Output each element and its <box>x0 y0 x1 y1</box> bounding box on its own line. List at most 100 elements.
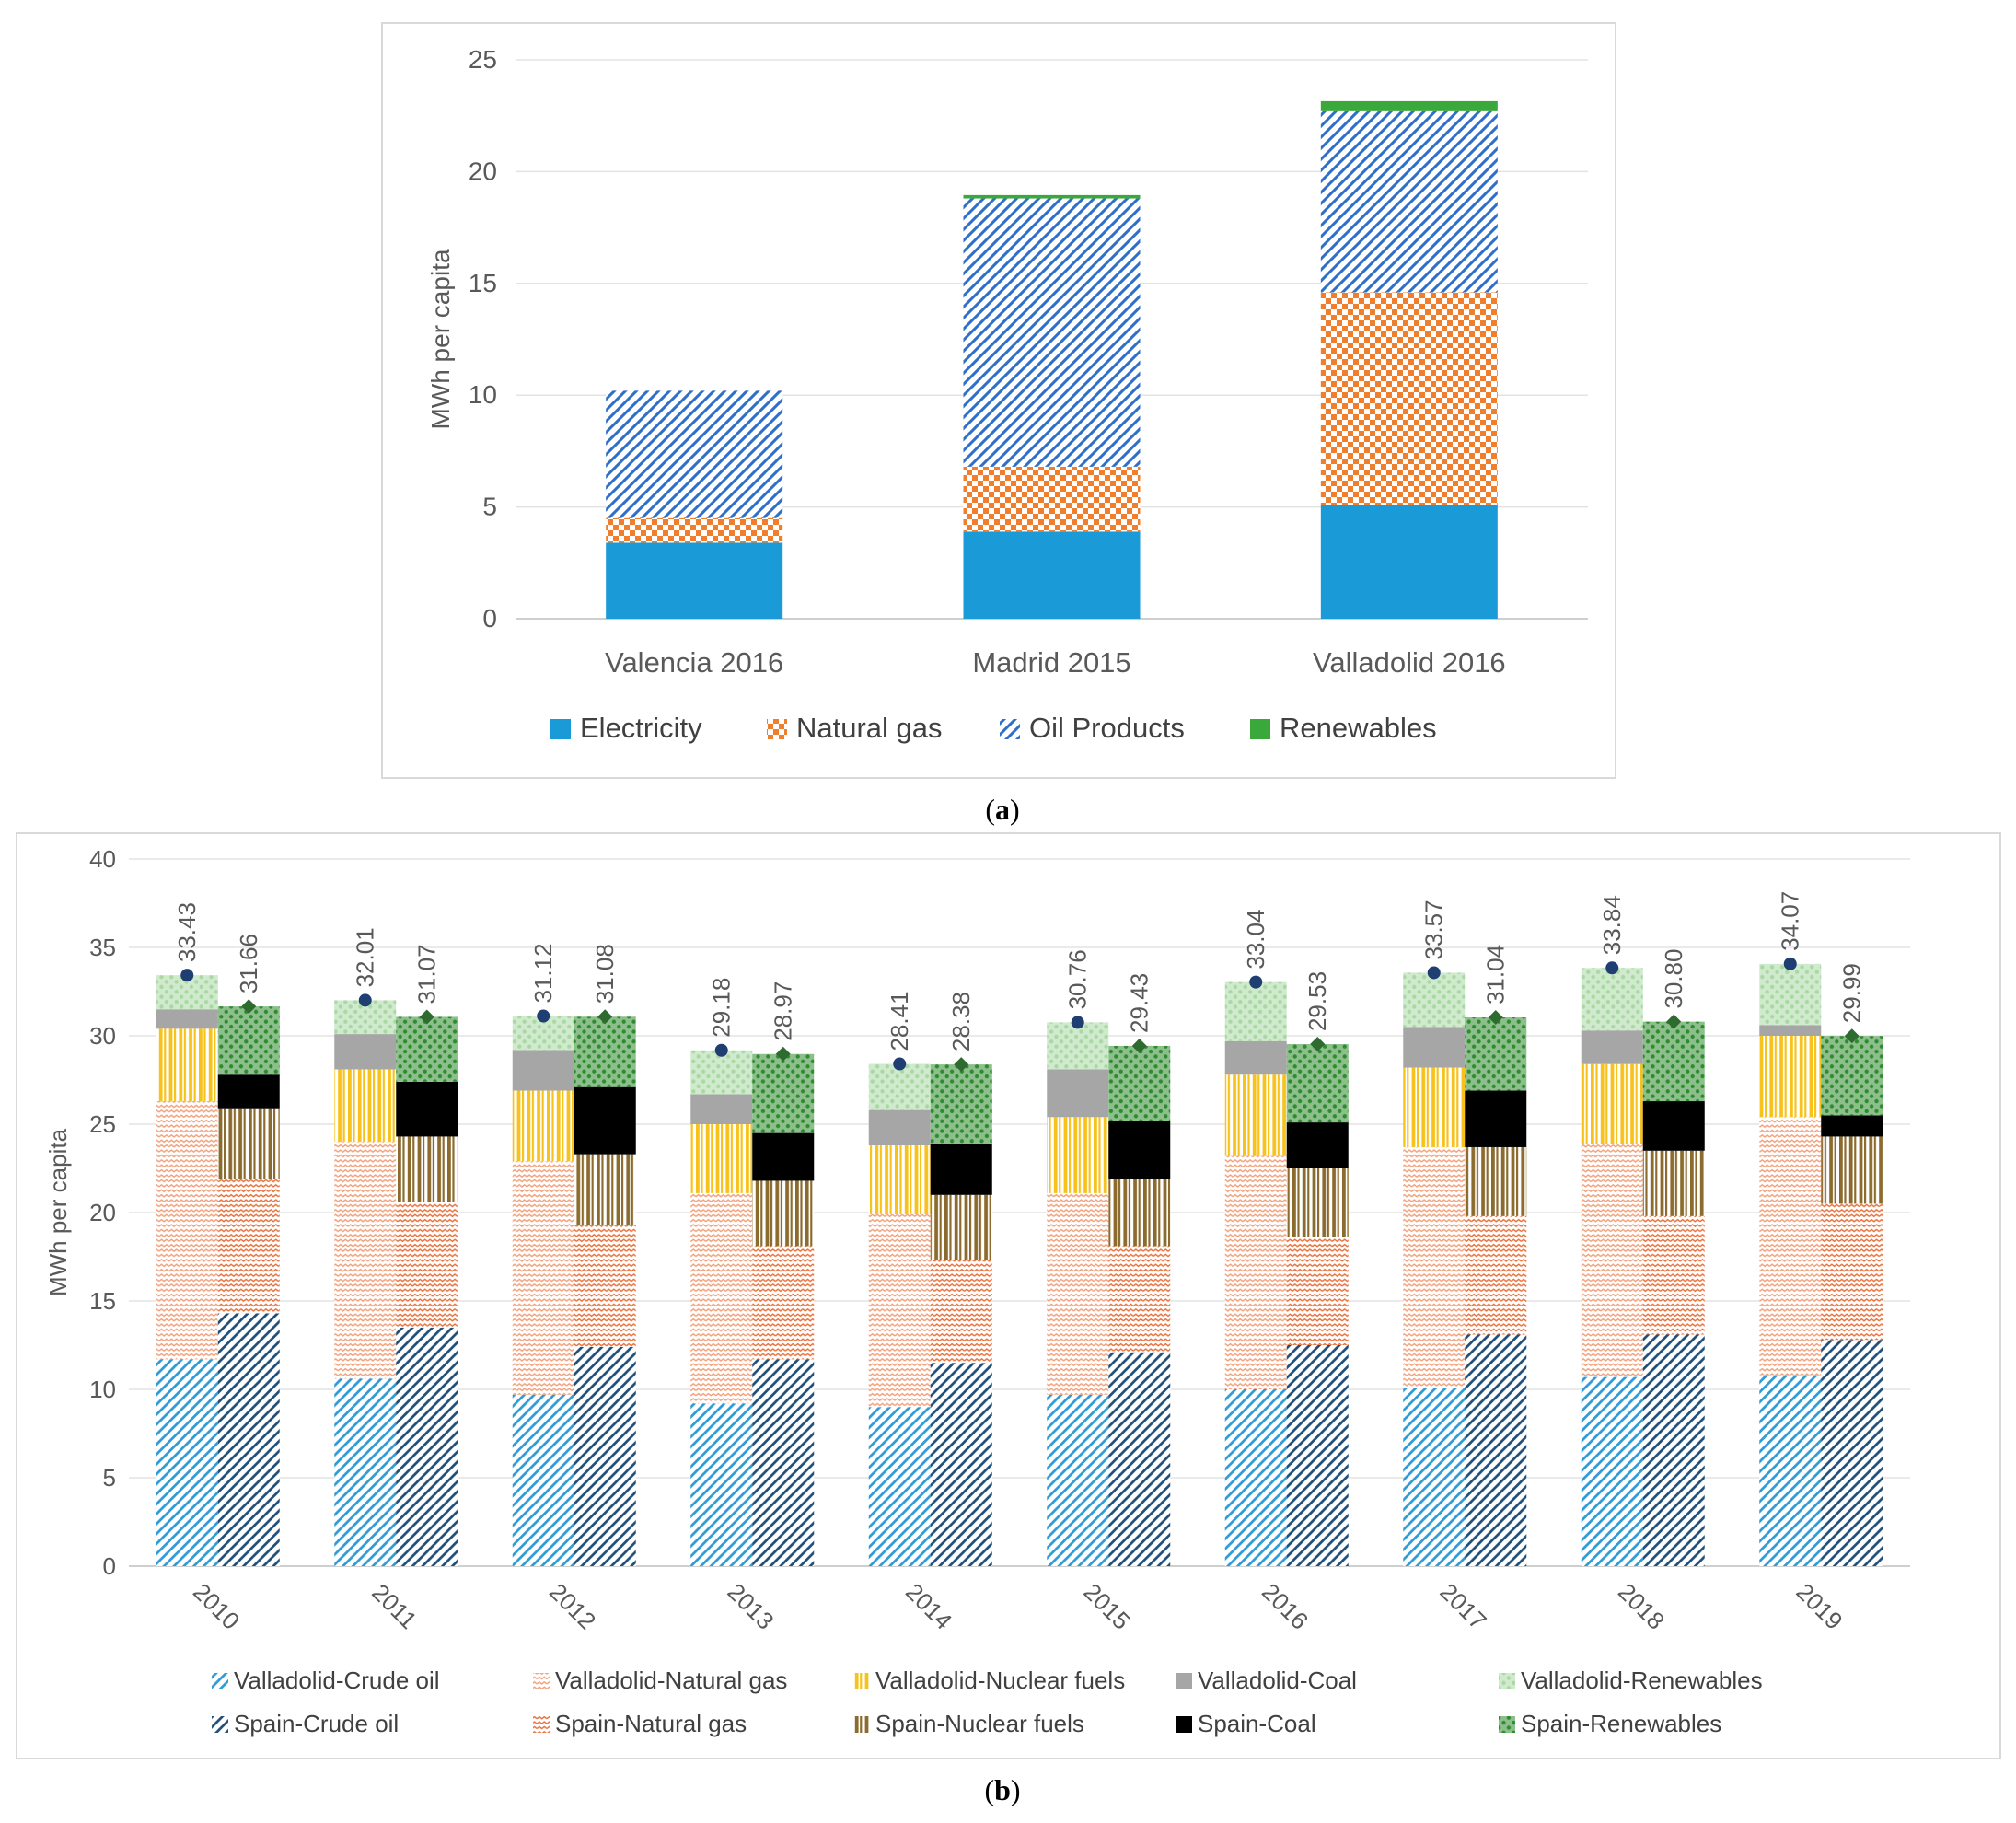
bar-segment-valladolid-crude-oil <box>512 1394 574 1566</box>
y-tick-label: 15 <box>469 269 497 297</box>
bar-segment-valladolid-nuclear-fuels <box>1581 1063 1643 1144</box>
y-tick-label: 5 <box>103 1464 116 1492</box>
bar-segment-valladolid-nuclear-fuels <box>156 1028 218 1102</box>
total-label-spain: 31.08 <box>591 944 619 1004</box>
bar-segment-natural-gas <box>606 517 783 543</box>
total-marker-valladolid <box>1427 966 1441 980</box>
bar-segment-spain-natural-gas <box>1465 1215 1527 1335</box>
bar-segment-valladolid-natural-gas <box>1403 1146 1466 1388</box>
total-marker-spain <box>954 1057 969 1073</box>
bar-segment-valladolid-coal <box>690 1094 753 1124</box>
bar-segment-spain-coal <box>217 1074 280 1109</box>
total-label-valladolid: 28.41 <box>886 991 913 1051</box>
total-marker-valladolid <box>1071 1016 1084 1029</box>
y-tick-label: 40 <box>89 845 116 873</box>
y-tick-label: 20 <box>469 157 497 185</box>
bar-segment-spain-renewables <box>1108 1045 1171 1121</box>
legend-swatch-spain-nuclear-fuels <box>853 1716 870 1733</box>
bar-segment-spain-nuclear-fuels <box>396 1136 458 1202</box>
y-tick-label: 15 <box>89 1287 116 1315</box>
legend-label-valladolid-natural-gas: Valladolid-Natural gas <box>555 1666 787 1694</box>
bar-segment-spain-crude-oil <box>1465 1334 1527 1566</box>
y-tick-label: 10 <box>89 1376 116 1403</box>
bar-segment-spain-crude-oil <box>217 1313 280 1566</box>
legend-swatch-valladolid-coal <box>1176 1673 1192 1689</box>
y-tick-label: 10 <box>469 380 497 409</box>
bar-segment-spain-renewables <box>752 1053 815 1133</box>
bar-segment-valladolid-renewables <box>868 1063 931 1110</box>
bar-segment-valladolid-crude-oil <box>1759 1375 1822 1566</box>
legend-label-spain-natural-gas: Spain-Natural gas <box>555 1710 747 1737</box>
total-label-valladolid: 33.84 <box>1598 895 1626 955</box>
bar-segment-valladolid-natural-gas <box>1224 1155 1287 1389</box>
bar-segment-spain-coal <box>1642 1101 1705 1151</box>
bar-segment-valladolid-renewables <box>1759 963 1822 1026</box>
bar-segment-oil-products <box>1320 110 1498 293</box>
total-label-spain: 29.43 <box>1126 973 1153 1033</box>
bar-segment-spain-coal <box>1821 1115 1883 1137</box>
bar-segment-spain-renewables <box>1642 1021 1705 1102</box>
x-tick-label: Valencia 2016 <box>605 646 783 679</box>
bar-segment-valladolid-coal <box>868 1109 931 1146</box>
chart-b: 0 5 10 15 20 25 30 35 40 MWh per capita 33.43 31.66… <box>44 845 1910 1737</box>
bar-segment-spain-renewables <box>1465 1017 1527 1091</box>
bar-segment-oil-products <box>963 198 1141 467</box>
bar-segment-valladolid-natural-gas <box>1047 1192 1109 1395</box>
total-marker-valladolid <box>1249 975 1263 989</box>
legend-swatch-valladolid-crude-oil <box>212 1673 228 1689</box>
legend-swatch-electricity <box>550 719 571 739</box>
x-tick-label: Madrid 2015 <box>972 646 1130 679</box>
total-label-spain: 30.80 <box>1660 949 1687 1009</box>
bar-segment-renewables <box>963 194 1141 199</box>
bar-segment-valladolid-crude-oil <box>1581 1376 1643 1566</box>
total-label-spain: 29.53 <box>1303 971 1331 1031</box>
legend-swatch-spain-coal <box>1176 1716 1192 1733</box>
bar-segment-spain-nuclear-fuels <box>752 1180 815 1247</box>
bar-segment-spain-renewables <box>930 1064 992 1144</box>
bar-segment-oil-products <box>606 390 783 518</box>
bar-segment-spain-coal <box>574 1086 636 1155</box>
bar-segment-spain-natural-gas <box>217 1179 280 1314</box>
bar-segment-valladolid-coal <box>512 1050 574 1091</box>
legend-label-electricity: Electricity <box>580 712 702 744</box>
legend-swatch-valladolid-renewables <box>1499 1673 1515 1689</box>
legend-label-valladolid-nuclear-fuels: Valladolid-Nuclear fuels <box>875 1666 1125 1694</box>
legend-swatch-spain-crude-oil <box>212 1716 228 1733</box>
bar-segment-spain-nuclear-fuels <box>1465 1146 1527 1216</box>
bar-segment-valladolid-nuclear-fuels <box>690 1124 753 1193</box>
y-axis-title: MWh per capita <box>44 1128 72 1296</box>
total-marker-spain <box>1488 1010 1503 1026</box>
bar-segment-electricity <box>606 542 783 619</box>
bar-segment-spain-natural-gas <box>1642 1215 1705 1335</box>
y-tick-label: 20 <box>89 1199 116 1226</box>
bar-segment-spain-coal <box>1465 1090 1527 1147</box>
total-marker-valladolid <box>180 969 194 982</box>
bar-segment-valladolid-crude-oil <box>690 1403 753 1566</box>
bar-segment-electricity <box>1320 505 1498 619</box>
bar-segment-spain-natural-gas <box>930 1260 992 1364</box>
bar-segment-valladolid-renewables <box>1047 1022 1109 1070</box>
bar-segment-valladolid-natural-gas <box>512 1161 574 1395</box>
total-marker-valladolid <box>358 993 372 1007</box>
bar-segment-spain-nuclear-fuels <box>1642 1150 1705 1216</box>
bar-segment-spain-nuclear-fuels <box>217 1108 280 1179</box>
bar-segment-valladolid-crude-oil <box>1224 1389 1287 1566</box>
total-marker-spain <box>419 1009 434 1025</box>
total-marker-spain <box>1131 1038 1147 1053</box>
bar-segment-valladolid-crude-oil <box>1047 1394 1109 1566</box>
bar-segment-spain-natural-gas <box>574 1225 636 1347</box>
bar-segment-spain-crude-oil <box>1821 1340 1883 1566</box>
bar-segment-spain-coal <box>930 1144 992 1195</box>
y-tick-label: 0 <box>482 604 497 633</box>
y-tick-label: 25 <box>89 1110 116 1138</box>
legend-swatch-valladolid-natural-gas <box>533 1673 550 1689</box>
legend-label-valladolid-renewables: Valladolid-Renewables <box>1521 1666 1763 1694</box>
total-marker-valladolid <box>1605 961 1619 975</box>
total-label-valladolid: 33.43 <box>173 902 201 962</box>
bar-segment-spain-coal <box>396 1081 458 1137</box>
bar-segment-spain-coal <box>752 1132 815 1181</box>
bar-segment-spain-nuclear-fuels <box>1108 1179 1171 1247</box>
bar-segment-valladolid-renewables <box>690 1050 753 1095</box>
bar-segment-valladolid-crude-oil <box>868 1407 931 1566</box>
total-marker-spain <box>241 999 257 1015</box>
